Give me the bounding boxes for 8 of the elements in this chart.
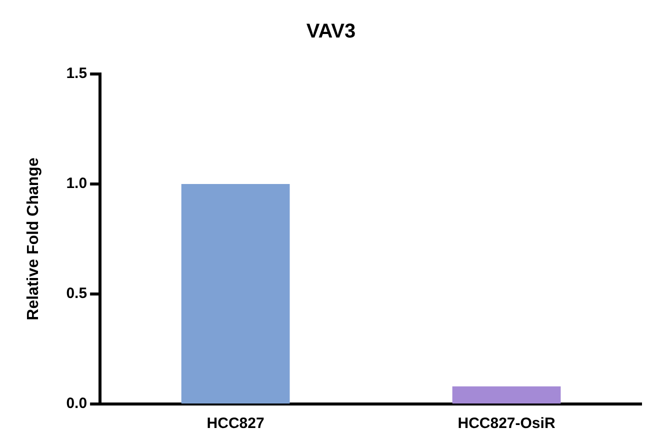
chart-title: VAV3	[306, 20, 356, 43]
y-tick-label: 1.5	[66, 65, 88, 82]
x-tick-label: HCC827-OsiR	[458, 415, 556, 432]
y-tick-label: 0.5	[66, 285, 88, 302]
y-axis-title: Relative Fold Change	[25, 158, 42, 320]
y-tick-label: 1.0	[66, 175, 88, 192]
x-tick-label: HCC827	[206, 415, 264, 432]
y-tick-label: 0.0	[66, 395, 88, 412]
